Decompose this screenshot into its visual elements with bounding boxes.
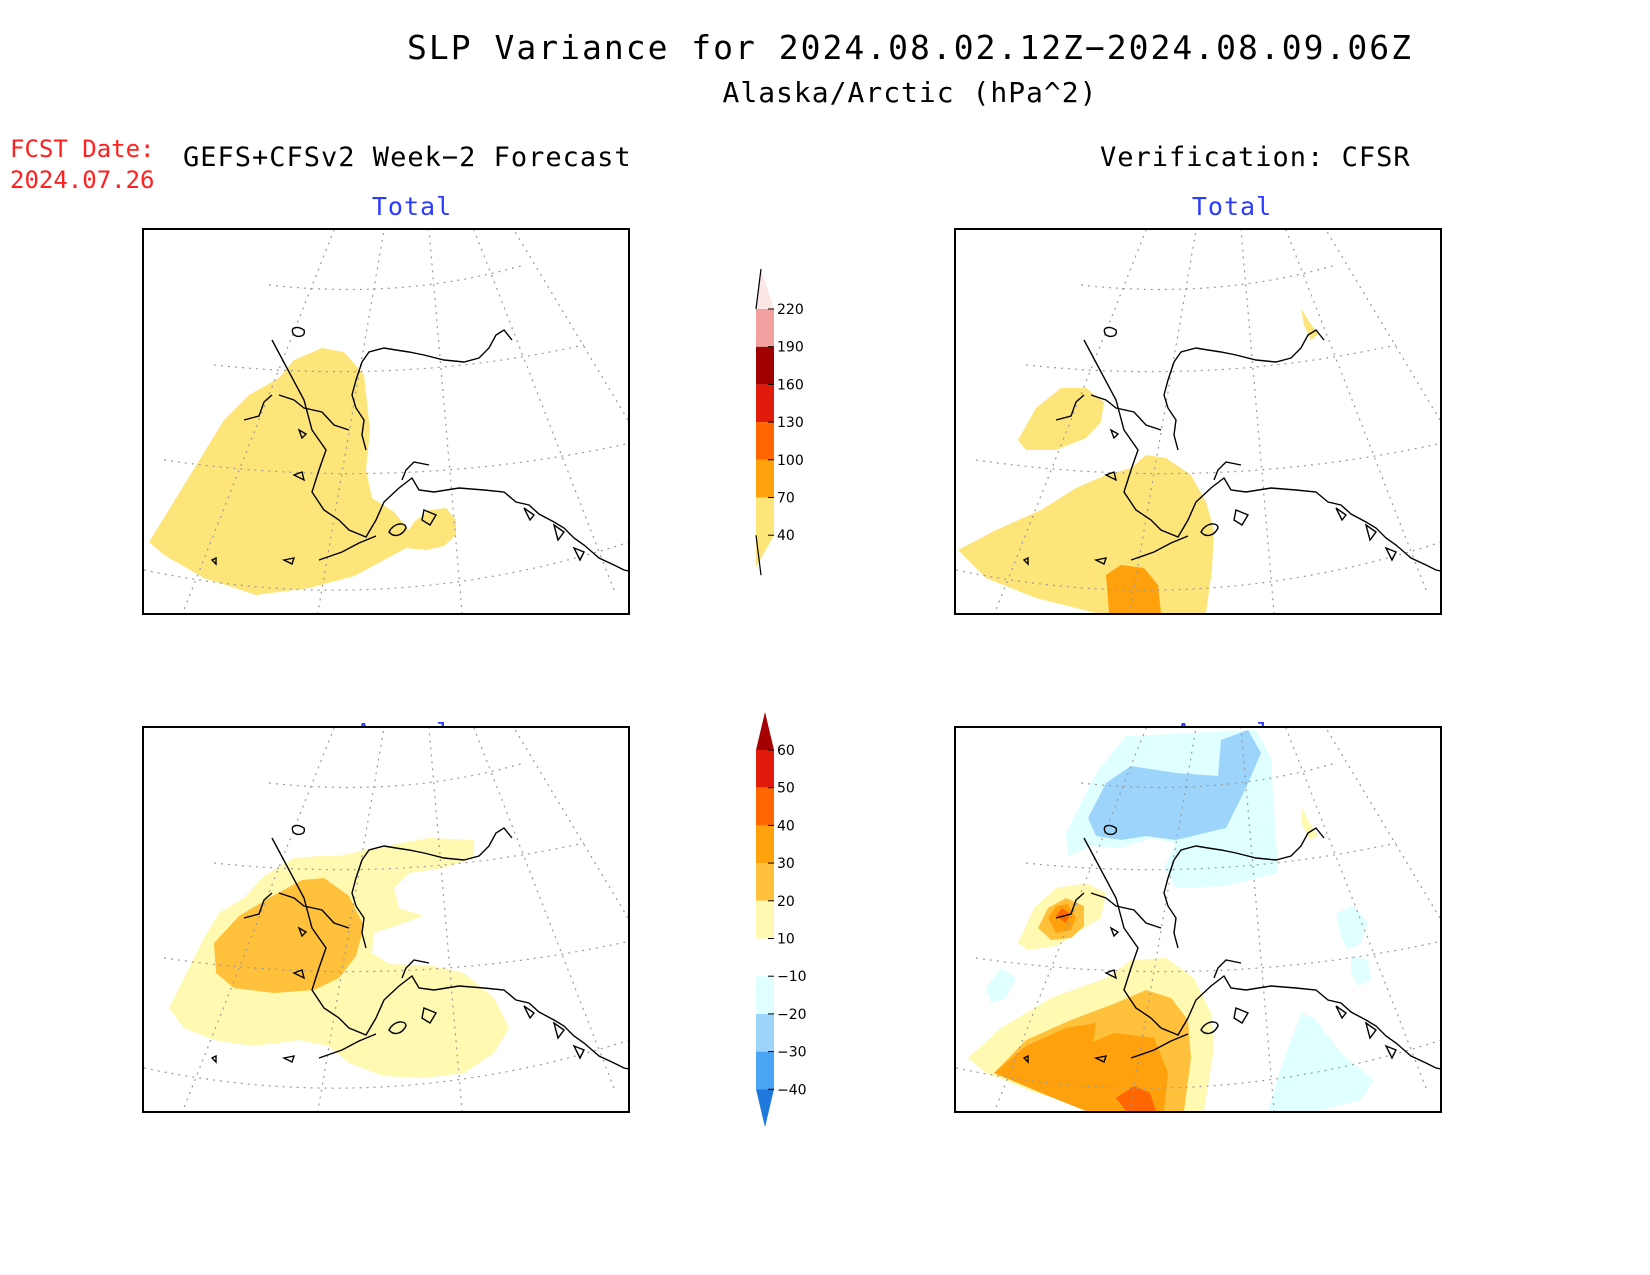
colorbar-edge	[755, 535, 762, 576]
colorbar-label: 20	[777, 894, 795, 910]
colorbar-label: 50	[777, 781, 795, 797]
shade-neg10-neg20	[1351, 956, 1371, 986]
shade-40-50	[1116, 1086, 1156, 1111]
colorbar-label: 220	[777, 302, 804, 318]
verification-anomaly-map	[954, 726, 1442, 1113]
colorbar-label: 70	[777, 491, 795, 507]
forecast-date-label: FCST Date:	[10, 135, 155, 163]
figure-subtitle: Alaska/Arctic (hPa^2)	[722, 76, 1098, 109]
colorbar-label: −10	[777, 969, 807, 985]
colorbar-swatch	[756, 712, 774, 750]
colorbar-swatch	[756, 1013, 774, 1052]
verif-total-subtitle: Total	[1191, 192, 1273, 221]
forecast-date-block: FCST Date: 2024.07.26	[10, 134, 155, 196]
colorbar-label: 190	[777, 340, 804, 356]
anomaly-colorbar: 60 50 40 30 20 10 −10 −20 −30 −40	[756, 712, 807, 1128]
forecast-date-value: 2024.07.26	[10, 166, 155, 194]
colorbar-label: −40	[777, 1082, 807, 1098]
colorbar-swatch	[756, 535, 774, 568]
verification-header: Verification: CFSR	[1100, 142, 1411, 173]
colorbar-swatch	[756, 976, 774, 1014]
shade-30-40	[994, 1023, 1096, 1111]
colorbar-label: 10	[777, 932, 795, 948]
shade-10-20	[1301, 806, 1318, 840]
colorbar-swatch	[756, 825, 774, 864]
colorbar-label: 40	[777, 818, 795, 834]
colorbar-swatch	[756, 309, 774, 347]
colorbar-label: 40	[777, 528, 795, 544]
colorbar-swatch	[756, 863, 774, 901]
shade-20-30	[214, 878, 364, 993]
colorbar-swatch	[756, 1089, 774, 1128]
colorbar-swatch	[756, 787, 774, 826]
colorbar-swatch	[756, 422, 774, 460]
colorbar-swatch	[756, 938, 774, 977]
colorbar-label: −30	[777, 1045, 807, 1061]
forecast-total-map	[142, 228, 630, 615]
verification-total-map	[954, 228, 1442, 615]
total-colorbar: 40 70 100 130 160 190 220	[755, 268, 804, 576]
colorbar-swatch	[756, 269, 774, 309]
colorbar-swatch	[756, 1051, 774, 1090]
figure-title: SLP Variance for 2024.08.02.12Z−2024.08.…	[407, 28, 1413, 67]
colorbar-label: 30	[777, 856, 795, 872]
colorbar-label: −20	[777, 1007, 807, 1023]
colorbar-swatch	[756, 384, 774, 423]
forecast-header: GEFS+CFSv2 Week−2 Forecast	[183, 142, 632, 173]
shade-40-70	[1301, 308, 1318, 340]
colorbar-swatch	[756, 497, 774, 536]
colorbar-swatch	[756, 900, 774, 939]
colorbar-label: 60	[777, 743, 795, 759]
colorbar-swatch	[756, 459, 774, 498]
colorbar-label: 100	[777, 453, 804, 469]
colorbar-label: 160	[777, 377, 804, 393]
shade-neg10-neg20	[1268, 1013, 1374, 1111]
shade-neg20-neg30	[1088, 730, 1261, 840]
forecast-anomaly-map	[142, 726, 630, 1113]
shade-neg10-neg20	[986, 968, 1016, 1003]
colorbar-label: 130	[777, 415, 804, 431]
colorbar-edge	[755, 268, 762, 310]
colorbar-swatch	[756, 346, 774, 385]
colorbar-swatch	[756, 750, 774, 788]
shade-70-100	[1106, 565, 1161, 613]
shade-neg10-neg20	[1336, 906, 1368, 950]
fcst-total-subtitle: Total	[371, 192, 453, 221]
shade-40-70	[958, 455, 1214, 613]
